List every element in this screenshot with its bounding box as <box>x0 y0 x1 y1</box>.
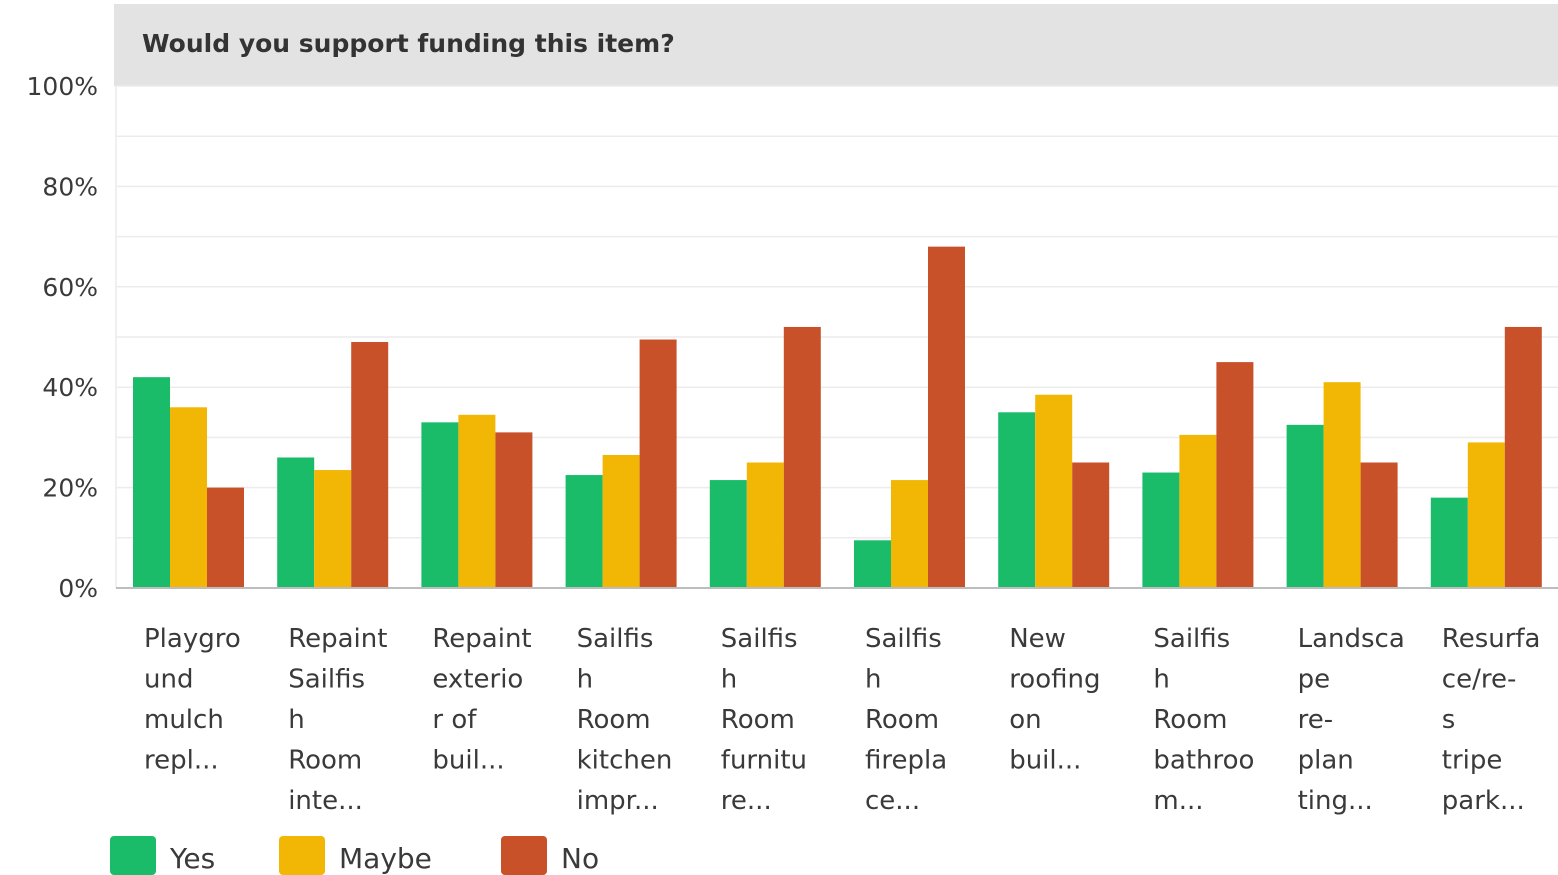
x-tick-label: Resurfa ce/re-s tripe park... <box>1442 624 1541 816</box>
bar-yes <box>421 422 459 588</box>
bar-no <box>1360 462 1398 588</box>
bar-maybe <box>1179 434 1217 588</box>
y-tick-label: 20% <box>42 474 98 503</box>
bar-no <box>495 432 533 588</box>
bar-no <box>351 342 389 588</box>
y-tick-label: 60% <box>42 273 98 302</box>
chart-title: Would you support funding this item? <box>142 29 675 58</box>
bar-no <box>928 246 965 588</box>
bar-yes <box>854 540 891 588</box>
bar-no <box>207 487 244 588</box>
bar-maybe <box>891 480 928 588</box>
bars <box>133 246 1542 588</box>
bar-maybe <box>602 454 640 588</box>
bar-no <box>783 326 821 588</box>
title-bar <box>114 4 1558 86</box>
bar-maybe <box>1035 394 1073 588</box>
x-tick-label: Sailfis h Room bathroo m... <box>1153 624 1254 816</box>
bar-maybe <box>170 407 207 588</box>
x-tick-label: Sailfis h Room kitchen impr... <box>577 624 673 816</box>
x-tick-label: Repaint Sailfis h Room inte... <box>288 624 387 816</box>
bar-yes <box>709 480 747 588</box>
bar-no <box>1216 362 1254 588</box>
y-tick-label: 100% <box>27 72 98 101</box>
legend-label-no: No <box>561 842 599 875</box>
legend-swatch-no <box>501 836 547 875</box>
legend-label-yes: Yes <box>169 842 215 875</box>
bar-maybe <box>746 462 784 588</box>
bar-yes <box>998 412 1036 588</box>
bar-maybe <box>1467 442 1505 588</box>
bar-no <box>1072 462 1110 588</box>
legend: Yes Maybe No <box>110 836 599 875</box>
x-tick-label: Playgro und mulch repl... <box>144 624 241 776</box>
bar-yes <box>1286 424 1324 588</box>
bar-maybe <box>314 470 352 588</box>
bar-maybe <box>458 414 496 588</box>
bar-no <box>639 339 677 588</box>
x-tick-label: Landsca pe re-plan ting... <box>1298 624 1405 816</box>
legend-swatch-yes <box>110 836 156 875</box>
bar-yes <box>133 377 170 588</box>
x-tick-label: Sailfis h Room firepla ce... <box>865 624 947 816</box>
x-tick-label: New roofing on buil... <box>1009 624 1100 776</box>
x-axis-labels: Playgro und mulch repl... Repaint Sailfis h Roo… <box>144 624 1541 816</box>
bar-yes <box>1142 472 1180 588</box>
legend-swatch-maybe <box>279 836 325 875</box>
y-tick-label: 80% <box>42 172 98 201</box>
bar-yes <box>277 457 315 588</box>
x-tick-label: Repaint exterio r of buil... <box>432 624 531 776</box>
legend-label-maybe: Maybe <box>339 842 432 875</box>
bar-yes <box>1430 497 1468 588</box>
bar-no <box>1504 326 1542 588</box>
y-tick-label: 40% <box>42 373 98 402</box>
bar-yes <box>565 475 603 588</box>
x-tick-label: Sailfis h Room furnitu re... <box>721 624 807 816</box>
bar-maybe <box>1323 382 1361 588</box>
y-tick-label: 0% <box>58 574 98 603</box>
y-axis-ticks: 0% 20% 40% 60% 80% 100% <box>27 72 98 603</box>
